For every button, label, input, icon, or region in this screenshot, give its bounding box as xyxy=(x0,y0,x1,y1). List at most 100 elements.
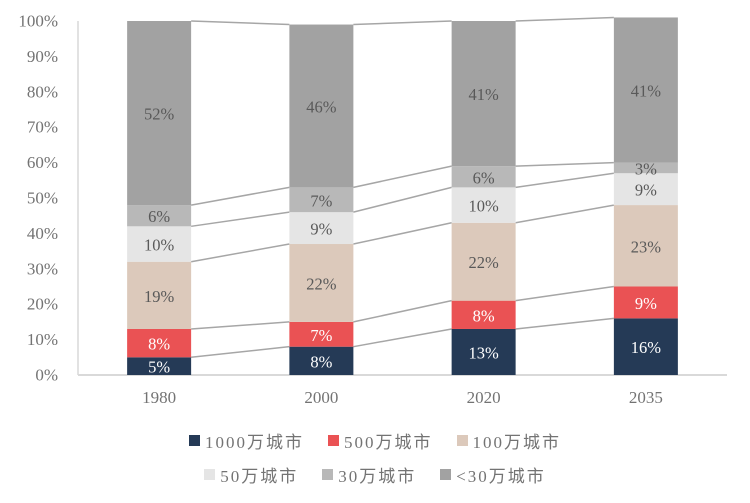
x-category-label: 2020 xyxy=(467,388,501,407)
connector-line xyxy=(515,16,614,22)
bar-segment xyxy=(289,212,354,245)
legend-label: <30万城市 xyxy=(456,467,546,486)
y-tick-label: 40% xyxy=(27,224,58,243)
bar-segment xyxy=(451,187,516,223)
y-tick-label: 60% xyxy=(27,153,58,172)
segment-label: 8% xyxy=(473,306,495,325)
legend-item: 500万城市 xyxy=(328,428,433,453)
connector-line xyxy=(191,345,290,359)
y-tick-label: 0% xyxy=(35,366,58,385)
bar-segment xyxy=(613,286,678,319)
segment-label: 19% xyxy=(144,287,175,306)
segment-label: 41% xyxy=(469,85,500,104)
connector-line xyxy=(191,211,290,228)
y-tick-label: 70% xyxy=(27,118,58,137)
segment-label: 41% xyxy=(631,82,662,101)
connector-line xyxy=(353,222,452,245)
legend-swatch-icon xyxy=(322,469,334,480)
segment-label: 10% xyxy=(469,197,500,216)
y-tick-label: 30% xyxy=(27,259,58,278)
y-tick-label: 100% xyxy=(18,12,58,31)
bar-segment xyxy=(127,261,192,329)
segment-label: 46% xyxy=(306,97,337,116)
bar-segment xyxy=(127,357,192,375)
y-tick-label: 50% xyxy=(27,189,58,208)
legend-label: 500万城市 xyxy=(344,433,433,452)
connector-line xyxy=(353,328,452,348)
segment-label: 7% xyxy=(310,191,332,210)
segment-label: 52% xyxy=(144,105,175,124)
x-category-label: 2035 xyxy=(629,388,663,407)
legend-swatch-icon xyxy=(328,435,339,446)
bar-segment xyxy=(451,166,516,188)
segment-label: 22% xyxy=(469,253,500,272)
connector-line xyxy=(515,204,615,224)
bar-segment xyxy=(289,24,354,188)
bar-segment xyxy=(613,173,678,206)
x-category-label: 1980 xyxy=(142,388,176,407)
bar-segment xyxy=(289,321,354,347)
bar-segment xyxy=(289,346,354,375)
segment-label: 6% xyxy=(148,207,170,226)
legend-label: 30万城市 xyxy=(338,467,417,486)
legend-swatch-icon xyxy=(189,435,200,446)
segment-label: 9% xyxy=(635,181,657,200)
legend-label: 50万城市 xyxy=(220,467,299,486)
bar-segment xyxy=(613,205,678,287)
segment-label: 7% xyxy=(310,326,332,345)
connector-line xyxy=(190,186,290,206)
connector-line xyxy=(190,243,290,263)
connector-line xyxy=(515,172,614,189)
bar-segment xyxy=(613,318,678,375)
connector-line xyxy=(353,299,452,323)
bar-segment xyxy=(127,328,192,358)
legend-swatch-icon xyxy=(204,469,216,480)
connector-line xyxy=(515,317,614,330)
segment-label: 22% xyxy=(306,274,337,293)
bar-segment xyxy=(613,17,678,163)
segment-label: 6% xyxy=(473,168,495,187)
legend-row: 1000万城市 500万城市 100万城市 xyxy=(189,428,561,453)
bar-segment xyxy=(289,187,354,213)
y-tick-label: 80% xyxy=(27,82,58,101)
connector-line xyxy=(353,20,452,26)
segment-label: 9% xyxy=(310,220,332,239)
legend-row: 50万城市 30万城市 <30万城市 xyxy=(204,462,546,487)
segment-label: 10% xyxy=(144,236,175,255)
segment-label: 3% xyxy=(635,159,657,178)
segment-label: 8% xyxy=(310,352,332,371)
segment-label: 9% xyxy=(635,294,657,313)
bar-segment xyxy=(451,300,516,329)
y-tick-label: 10% xyxy=(27,330,58,349)
bar-segment xyxy=(451,328,516,375)
legend-item: 1000万城市 xyxy=(189,428,304,453)
segment-label: 13% xyxy=(469,343,500,362)
legend-label: 100万城市 xyxy=(472,433,561,452)
legend-swatch-icon xyxy=(440,469,452,480)
segment-label: 23% xyxy=(631,237,662,256)
bar-segment xyxy=(613,162,678,174)
bar-segment xyxy=(127,226,192,262)
connector-line xyxy=(191,321,290,330)
connector-line xyxy=(515,285,614,302)
bar-segment xyxy=(127,205,192,227)
segment-label: 8% xyxy=(148,335,170,354)
bar-segment xyxy=(289,244,354,322)
connector-line xyxy=(515,161,614,167)
chart-canvas: 0% 10% 20% 30% 40% 50% 60% 70% 80% 90% 100% 5% 8% 19%… xyxy=(18,12,727,407)
x-category-label: 2000 xyxy=(304,388,338,407)
connector-line xyxy=(191,20,290,26)
legend-label: 1000万城市 xyxy=(205,433,304,452)
connector-line xyxy=(353,165,452,189)
chart-legend: 1000万城市 500万城市 100万城市 50万城市 30万城市 <30万城市 xyxy=(0,428,750,487)
legend-item: <30万城市 xyxy=(440,462,546,487)
segment-label: 5% xyxy=(148,358,170,377)
legend-item: 30万城市 xyxy=(322,462,416,487)
y-tick-label: 20% xyxy=(27,295,58,314)
y-tick-label: 90% xyxy=(27,47,58,66)
legend-item: 100万城市 xyxy=(456,428,562,453)
segment-label: 16% xyxy=(631,338,662,357)
bar-segment xyxy=(451,21,516,167)
legend-item: 50万城市 xyxy=(204,462,298,487)
